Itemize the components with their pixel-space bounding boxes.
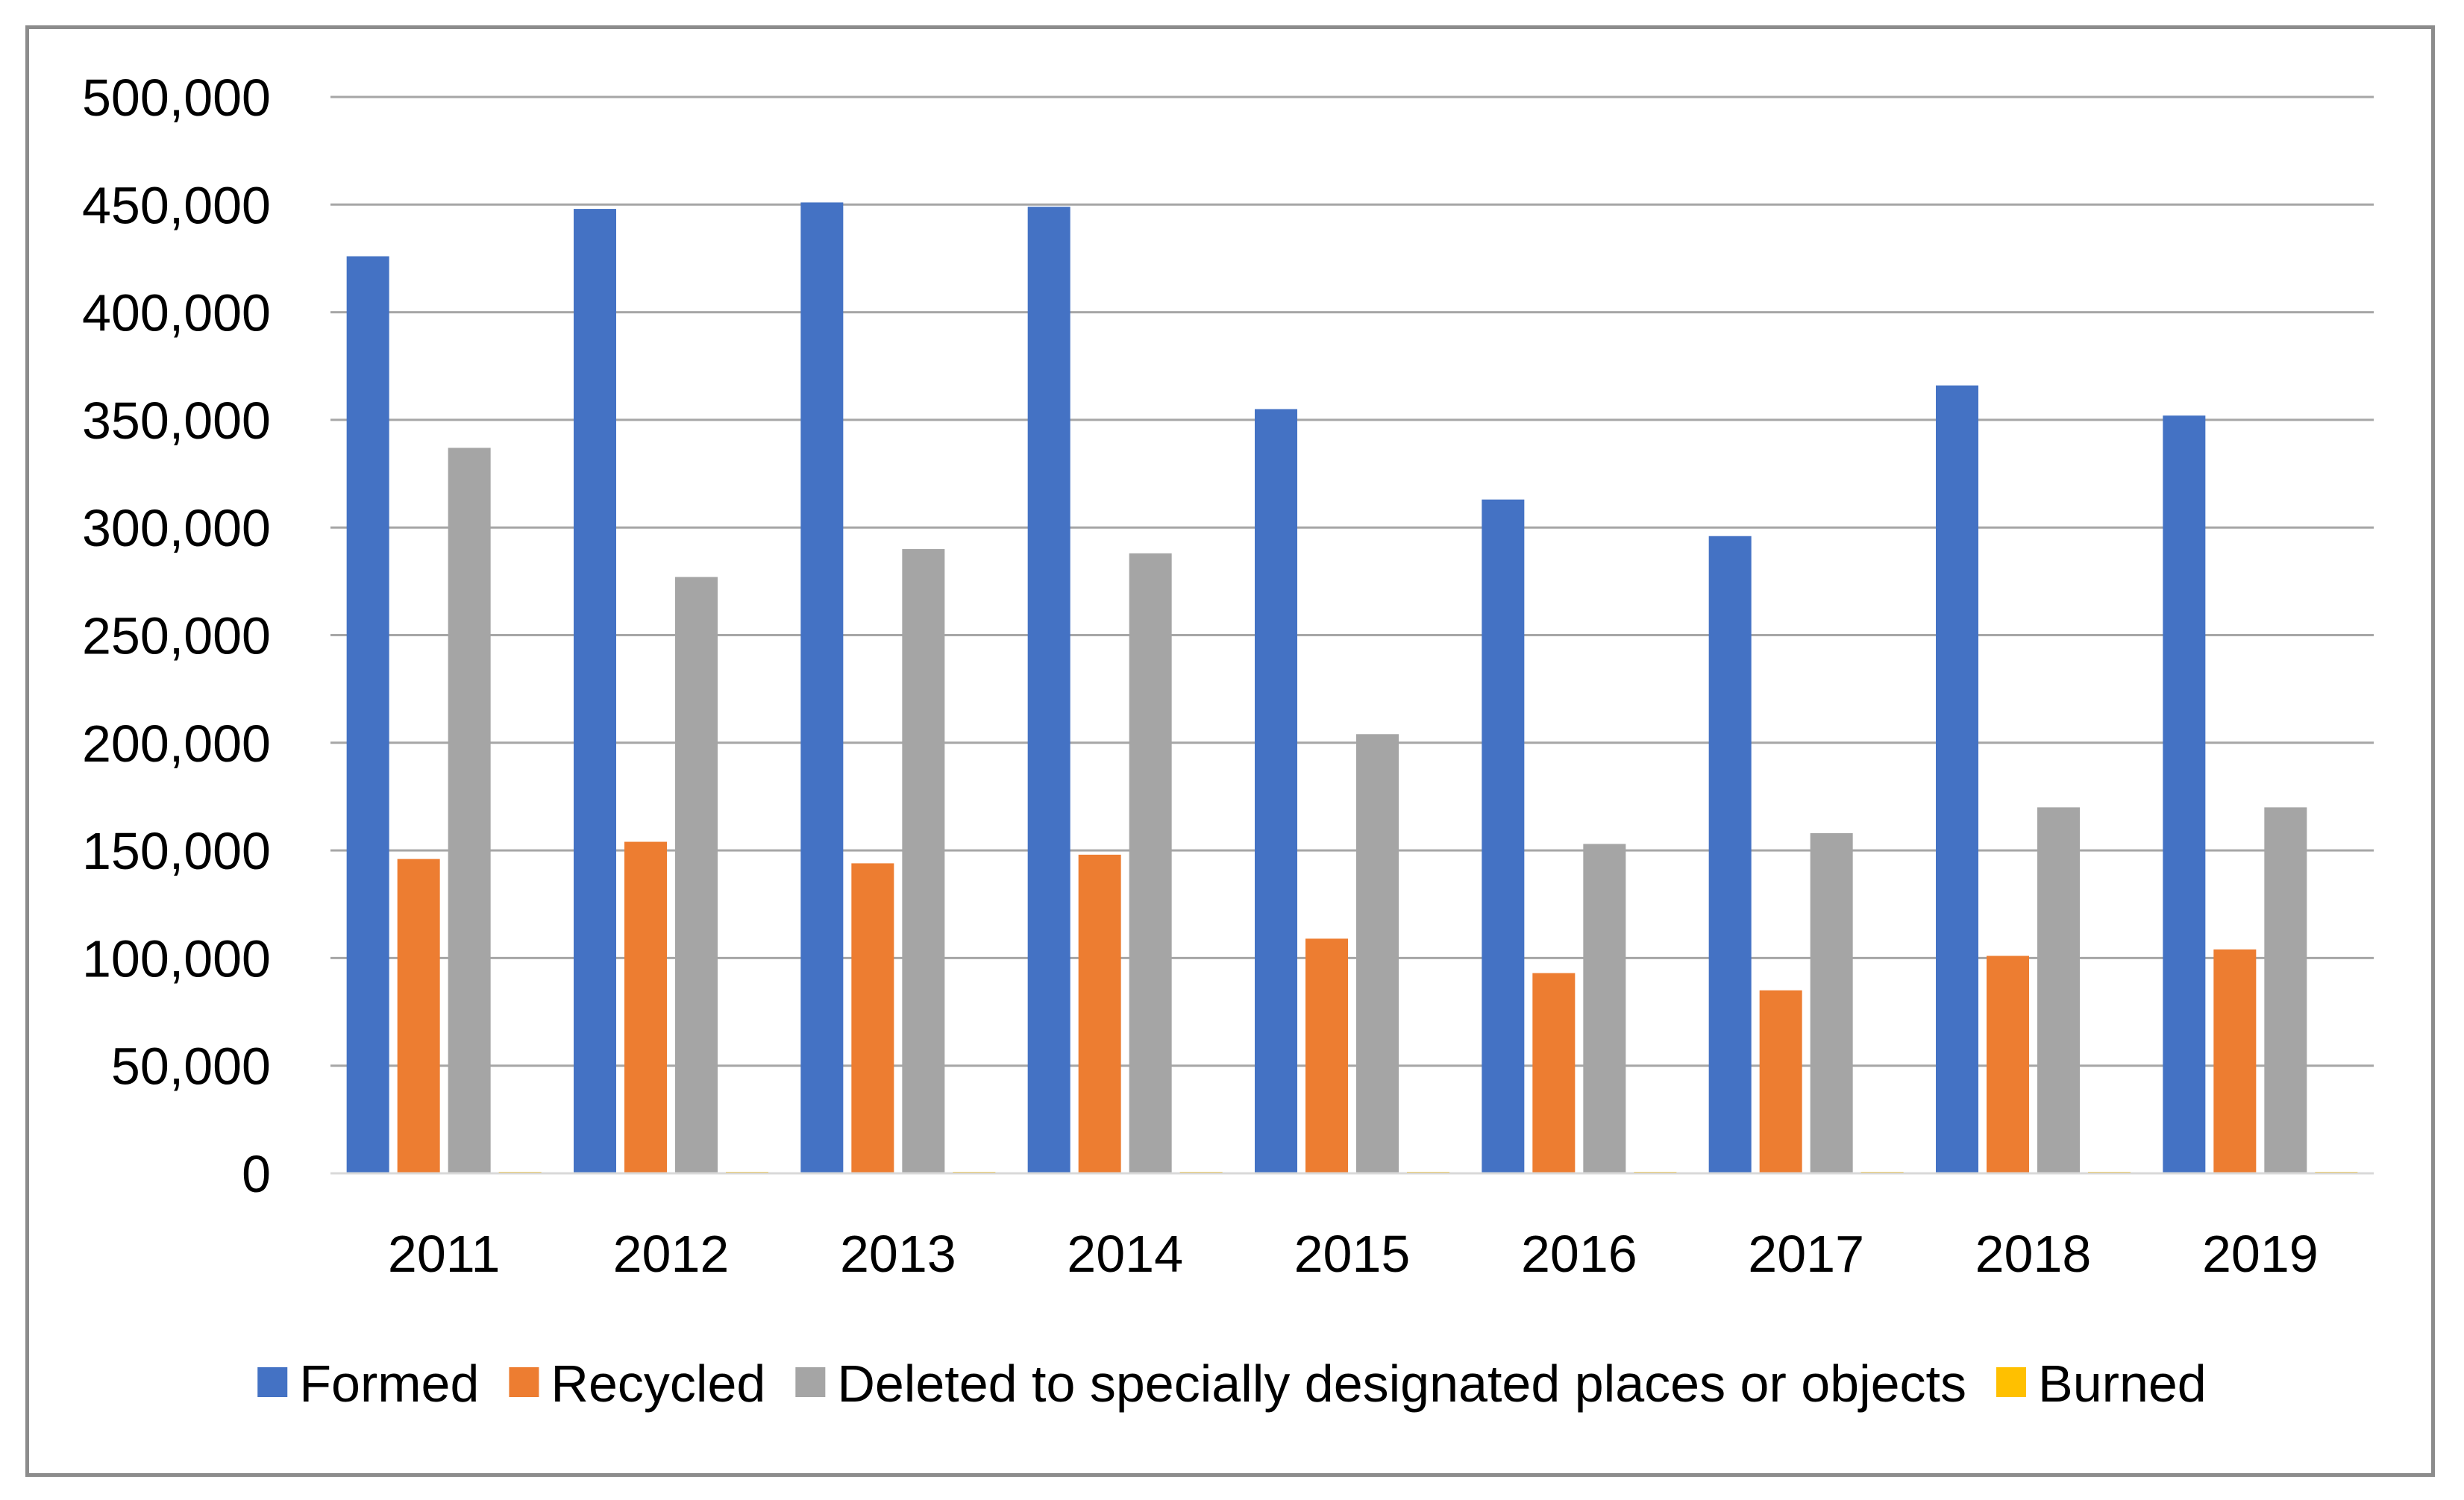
x-tick-label-2015: 2015 [1294,1225,1411,1283]
y-tick-label: 500,000 [82,69,271,127]
bar-deleted-to-specially-designated-places-or-objects-2012 [675,577,718,1173]
bar-recycled-2013 [851,863,894,1173]
legend-item-recycled: Recycled [509,1355,765,1413]
bar-formed-2018 [1936,385,1978,1173]
bar-deleted-to-specially-designated-places-or-objects-2018 [2037,807,2080,1173]
legend-swatch [257,1367,288,1397]
x-axis: 2011 2012 2013 2014 2015 2016 2017 2018 2019 [388,1225,2319,1283]
legend-label: Recycled [551,1355,765,1413]
legend-label: Deleted to specially designated places o… [837,1355,1966,1413]
bar-formed-2017 [1708,536,1752,1173]
bar-deleted-to-specially-designated-places-or-objects-2013 [902,549,945,1173]
y-tick-label: 350,000 [82,392,271,450]
x-tick-label-2013: 2013 [840,1225,956,1283]
x-tick-label-2019: 2019 [2202,1225,2319,1283]
bar-recycled-2016 [1532,973,1576,1173]
bar-recycled-2012 [624,841,667,1173]
x-tick-label-2018: 2018 [1975,1225,2092,1283]
bar-formed-2013 [800,202,844,1173]
bar-deleted-to-specially-designated-places-or-objects-2017 [1810,833,1853,1173]
legend-item-deleted-to-specially-designated-places-or-objects: Deleted to specially designated places o… [795,1355,1966,1413]
bar-formed-2014 [1027,207,1070,1173]
bar-formed-2019 [2163,415,2206,1173]
x-tick-label-2012: 2012 [613,1225,730,1283]
legend-swatch [795,1367,826,1397]
bar-formed-2012 [574,209,616,1173]
legend-label: Burned [2038,1355,2207,1413]
bar-formed-2015 [1255,409,1297,1173]
x-tick-label-2016: 2016 [1521,1225,1637,1283]
legend: Formed Recycled Deleted to specially desig… [257,1355,2207,1413]
y-tick-label: 450,000 [82,176,271,234]
bars [346,202,2358,1174]
bar-recycled-2017 [1759,990,1802,1173]
bar-deleted-to-specially-designated-places-or-objects-2016 [1583,844,1626,1173]
bar-deleted-to-specially-designated-places-or-objects-2019 [2264,807,2307,1173]
y-tick-label: 400,000 [82,284,271,342]
legend-swatch [509,1367,539,1397]
bar-deleted-to-specially-designated-places-or-objects-2014 [1129,553,1172,1173]
bar-recycled-2015 [1305,938,1348,1173]
x-tick-label-2011: 2011 [388,1225,501,1283]
chart-frame [25,25,2435,1477]
gridlines [330,95,2374,1067]
y-tick-label: 50,000 [111,1038,271,1096]
bar-recycled-2011 [397,859,440,1173]
legend-label: Formed [299,1355,479,1413]
bar-formed-2016 [1482,499,1525,1173]
y-tick-label: 100,000 [82,929,271,988]
bar-formed-2011 [346,256,389,1174]
y-tick-label: 0 [242,1145,271,1203]
bar-deleted-to-specially-designated-places-or-objects-2015 [1356,734,1399,1173]
y-tick-label: 200,000 [82,715,271,773]
y-tick-label: 250,000 [82,607,271,665]
x-tick-label-2014: 2014 [1067,1225,1183,1283]
y-axis: 0 50,000 100,000 150,000 200,000 250,000 300,0… [82,69,271,1203]
x-tick-label-2017: 2017 [1748,1225,1864,1283]
bar-recycled-2018 [1987,955,2029,1173]
y-tick-label: 300,000 [82,499,271,557]
bar-deleted-to-specially-designated-places-or-objects-2011 [448,448,491,1173]
legend-item-burned: Burned [1996,1355,2207,1413]
bar-recycled-2019 [2213,949,2257,1173]
legend-swatch [1996,1367,2027,1397]
bar-recycled-2014 [1078,854,1121,1173]
legend-item-formed: Formed [257,1355,479,1413]
y-tick-label: 150,000 [82,822,271,880]
